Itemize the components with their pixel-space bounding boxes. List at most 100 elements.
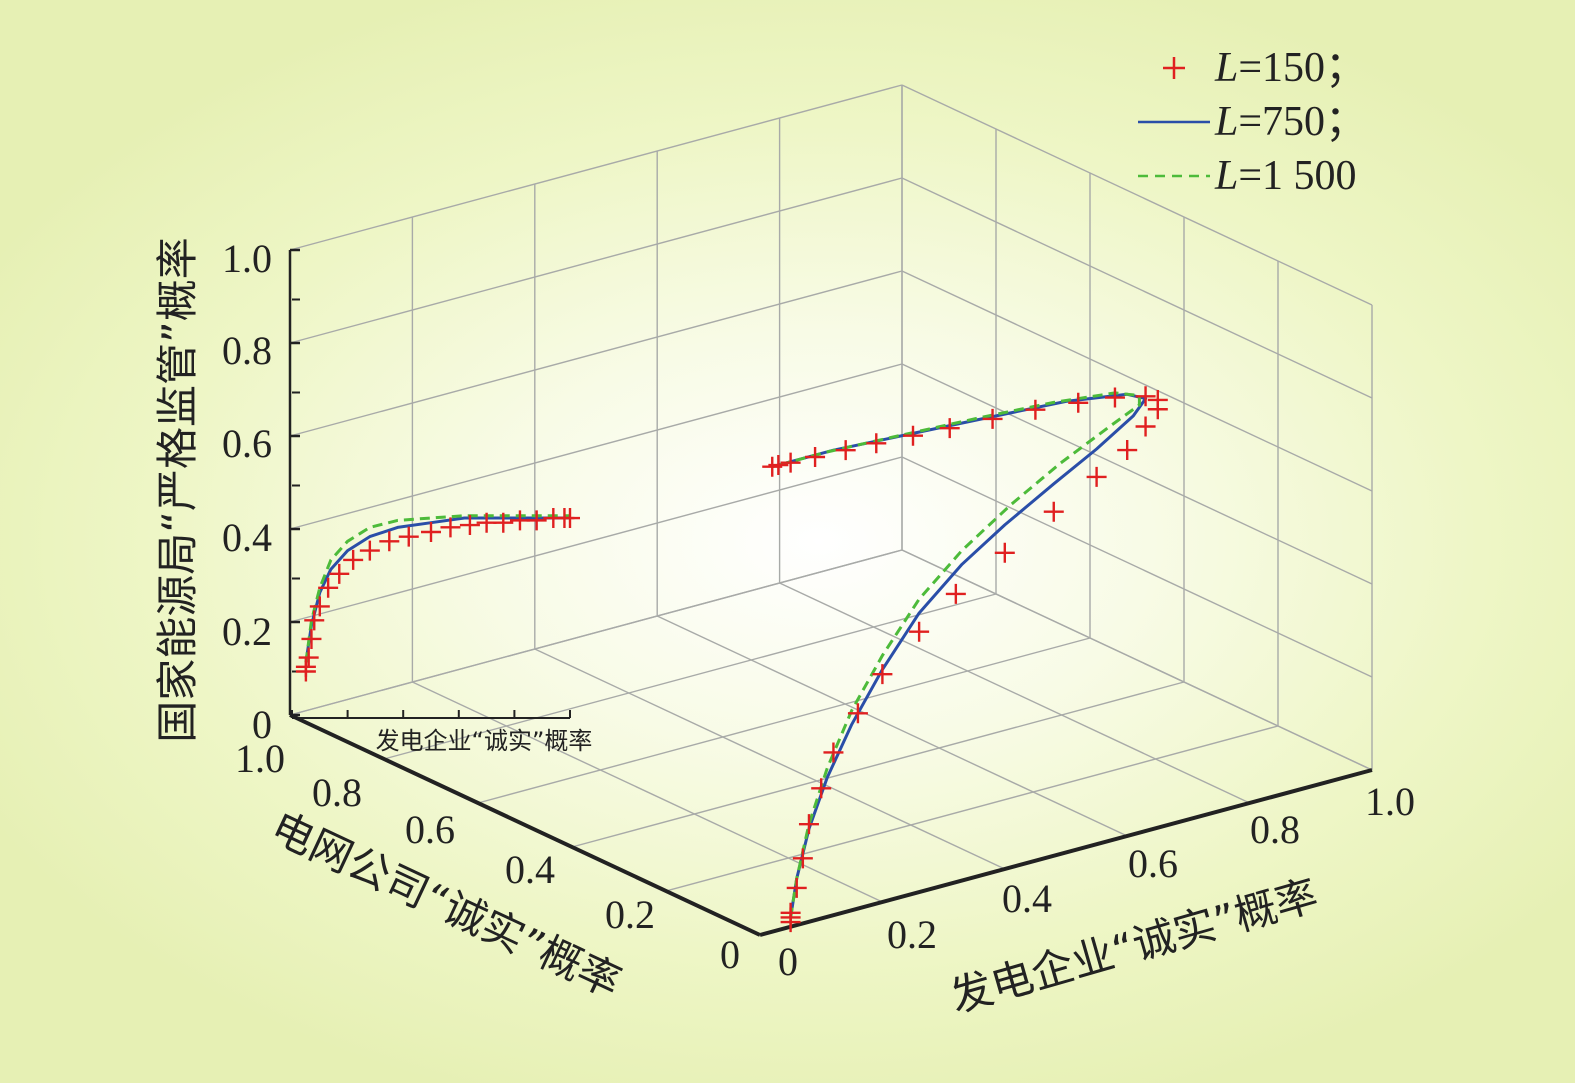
y-axis-ticks: 1.0 0.8 0.6 0.4 0.2 0 <box>235 736 740 977</box>
series-l150-point <box>909 621 930 642</box>
series-l150-point <box>1104 387 1125 408</box>
inset-series-l1500-line <box>304 514 570 663</box>
y-tick-label: 0.6 <box>405 807 455 852</box>
z-tick-label: 0.8 <box>222 328 272 373</box>
z-axis-label: 国家能源局“严格监管”概率 <box>153 237 202 743</box>
inset-series-l150-point <box>298 647 319 668</box>
legend-item-l1500: L=1 500 <box>1138 153 1357 199</box>
series-l150-point <box>847 703 868 724</box>
legend-label-italic: L <box>1214 99 1238 145</box>
x-axis-line <box>759 768 1373 937</box>
y-tick-label: 1.0 <box>235 736 285 781</box>
side-wall-grid-line <box>901 456 1373 678</box>
series-l150-point <box>1147 389 1168 410</box>
series-l150-point <box>1117 440 1138 461</box>
inset-plot <box>291 298 580 719</box>
z-tick-label: 0.2 <box>222 609 272 654</box>
inset-axis-label: 发电企业“诚实”概率 <box>376 727 593 755</box>
inset-series-l150-point <box>421 522 441 542</box>
inset-series-l150-point <box>309 596 330 617</box>
inset-series-l150-point <box>304 610 325 631</box>
series-l150-point <box>982 408 1003 429</box>
back-wall-grid-line <box>289 84 903 251</box>
series-l150-point <box>780 902 801 923</box>
inset-series-l150-point <box>459 515 480 536</box>
x-tick-label: 0.6 <box>1128 841 1178 886</box>
floor-grid-line <box>383 593 997 760</box>
x-tick-label: 0.2 <box>887 912 937 957</box>
legend: L=150； L=750； L=1 500 <box>1138 45 1367 199</box>
z-tick-label: 1.0 <box>222 236 272 281</box>
inset-series-l150-point <box>301 628 322 649</box>
series-l150-point <box>792 848 813 869</box>
legend-label-value: =150； <box>1238 45 1367 91</box>
back-wall-grid-line <box>289 363 903 530</box>
series-l150-point <box>994 542 1015 563</box>
series-l150-point <box>762 456 783 477</box>
floor-grid-line <box>656 615 1128 837</box>
back-wall-grid-line <box>289 456 903 623</box>
inset-series-l150-point <box>398 526 419 547</box>
floor-grid-line <box>534 648 1006 870</box>
y-tick-label: 0 <box>720 932 740 977</box>
legend-label-value: =750； <box>1238 99 1367 145</box>
series-l150-point <box>798 814 819 835</box>
inset-series-l150-point <box>560 508 580 529</box>
series-l150-point <box>866 433 887 454</box>
series-l150-point <box>811 778 832 799</box>
inset-series-l150-point <box>329 563 350 584</box>
series-l150-point <box>1043 501 1064 522</box>
inset-series-l150-point <box>440 517 461 538</box>
side-wall-grid-line <box>901 270 1373 492</box>
data-series <box>762 386 1168 933</box>
series-l150-point <box>1086 466 1107 487</box>
floor-grid-line <box>779 582 1250 804</box>
side-wall-grid-line <box>901 363 1373 585</box>
inset-series-l150-point <box>295 656 316 677</box>
inset-series-l150-point <box>359 540 380 561</box>
floor-grid-line <box>665 725 1279 892</box>
floor-grid-line <box>571 681 1185 848</box>
series-l150-point <box>1025 399 1046 420</box>
floor-grid-line <box>477 637 1091 804</box>
back-wall-grid-line <box>289 270 903 437</box>
side-wall-grid-line <box>901 84 1373 306</box>
inset-series-l150-point <box>526 510 547 531</box>
x-tick-label: 1.0 <box>1365 779 1415 824</box>
x-axis-ticks: 0 0.2 0.4 0.6 0.8 1.0 <box>778 779 1415 984</box>
inset-series-l150-point <box>318 577 339 598</box>
series-l150-point <box>945 583 966 604</box>
legend-label-italic: L <box>1214 153 1238 199</box>
y-axis-line <box>289 713 761 937</box>
y-tick-label: 0.4 <box>505 847 555 892</box>
z-axis-ticks: 1.0 0.8 0.6 0.4 0.2 0 <box>222 236 272 747</box>
back-wall-grid-line <box>289 549 903 716</box>
axes <box>288 248 1373 937</box>
inset-series-l150-point <box>476 512 497 533</box>
series-l150-point <box>835 440 856 461</box>
series-l150-point <box>805 447 826 468</box>
series-l150-point <box>1068 392 1089 413</box>
series-l150-point <box>786 877 807 898</box>
y-tick-label: 0.8 <box>312 770 362 815</box>
legend-item-l150: L=150； <box>1163 45 1367 91</box>
series-l150-point <box>823 742 844 763</box>
legend-label: L=750； <box>1214 99 1367 145</box>
inset-series-l150-point <box>343 549 364 570</box>
inset-series-l150-point <box>493 512 514 533</box>
series-l150-point <box>1135 416 1156 437</box>
side-wall-grid-line <box>901 177 1373 399</box>
series-l150-point <box>939 418 960 439</box>
series-l1500-line <box>771 391 1141 918</box>
floor-grid-line <box>412 681 883 903</box>
legend-label: L=1 500 <box>1214 153 1357 199</box>
z-tick-label: 0.6 <box>222 421 272 466</box>
legend-item-l750: L=750； <box>1138 99 1367 145</box>
series-l150-point <box>903 425 923 446</box>
legend-label: L=150； <box>1214 45 1367 91</box>
legend-label-italic: L <box>1214 45 1238 91</box>
inset-series-l750-line <box>304 516 570 663</box>
series-l150-point <box>780 452 801 473</box>
back-wall-grid-line <box>289 177 903 344</box>
